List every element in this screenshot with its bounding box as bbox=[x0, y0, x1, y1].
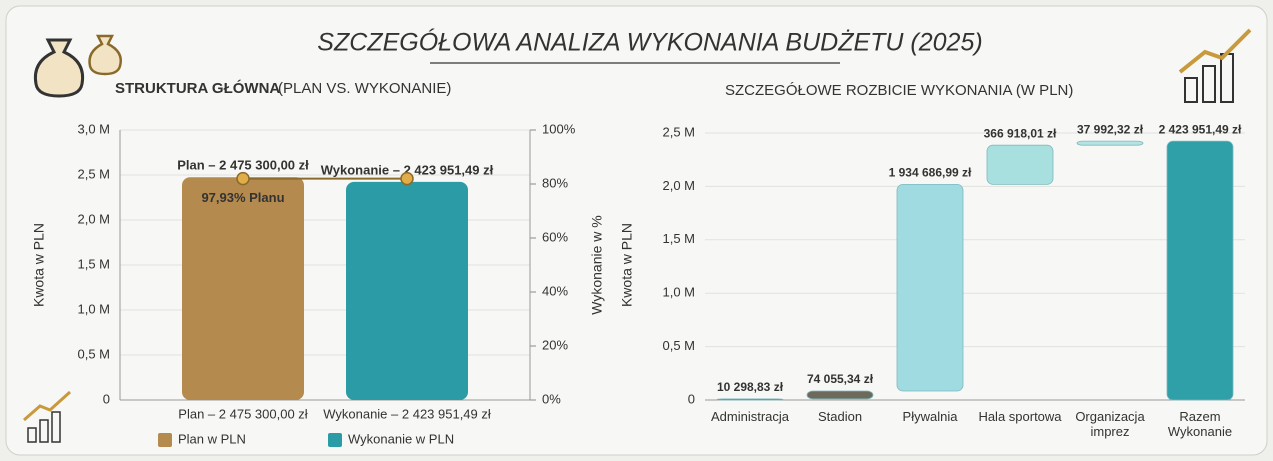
y-tick-label: 0,5 M bbox=[77, 346, 110, 361]
page-title: SZCZEGÓŁOWA ANALIZA WYKONANIA BUDŻETU (2… bbox=[317, 28, 982, 57]
x-tick-label: Hala sportowa bbox=[978, 409, 1062, 424]
y-tick-label: 1,5 M bbox=[662, 231, 695, 246]
y-tick-label: 1,5 M bbox=[77, 256, 110, 271]
x-tick-label: Razem Wykonanie bbox=[1167, 409, 1233, 439]
x-tick-label: Wykonanie – 2 423 951,49 zł bbox=[323, 406, 491, 421]
y-axis-label: Kwota w PLN bbox=[31, 223, 47, 307]
legend-label: Plan w PLN bbox=[178, 431, 246, 446]
money-bag-icon bbox=[33, 34, 122, 98]
chart-title: SZCZEGÓŁOWE ROZBICIE WYKONANIA (W PLN) bbox=[725, 82, 1073, 99]
ratio-point bbox=[236, 171, 250, 186]
y2-tick-label: 20% bbox=[542, 337, 568, 352]
y-axis-label: Kwota w PLN bbox=[619, 223, 635, 307]
bar bbox=[182, 177, 304, 400]
bar bbox=[716, 398, 784, 401]
y-tick-label: 2,5 M bbox=[77, 166, 110, 181]
y2-tick-label: 40% bbox=[542, 283, 568, 298]
value-label: 1 934 686,99 zł bbox=[889, 166, 972, 180]
legend-label: Wykonanie w PLN bbox=[348, 431, 454, 446]
y2-tick-label: 0% bbox=[542, 391, 561, 406]
chart-title: STRUKTURA GŁÓWNA bbox=[115, 79, 280, 97]
y-tick-label: 1,0 M bbox=[662, 285, 695, 300]
bar bbox=[346, 181, 468, 400]
value-label: 2 423 951,49 zł bbox=[1159, 122, 1242, 136]
chart-subtitle: (PLAN VS. WYKONANIE) bbox=[278, 80, 451, 97]
x-tick-label: Administracja bbox=[710, 409, 790, 424]
x-tick-label: Organizacja imprez bbox=[1075, 409, 1145, 439]
value-label: 37 992,32 zł bbox=[1077, 122, 1144, 136]
value-label: 10 298,83 zł bbox=[717, 380, 784, 394]
y2-axis-label: Wykonanie w % bbox=[589, 215, 605, 314]
y-tick-label: 0 bbox=[103, 391, 110, 406]
bar bbox=[1076, 140, 1144, 146]
bar bbox=[1166, 140, 1234, 401]
legend-swatch bbox=[158, 433, 172, 447]
bar bbox=[986, 144, 1054, 185]
value-label: Plan – 2 475 300,00 zł bbox=[177, 158, 309, 173]
bar bbox=[806, 390, 874, 400]
value-label: Wykonanie – 2 423 951,49 zł bbox=[321, 162, 494, 177]
y-tick-label: 1,0 M bbox=[77, 301, 110, 316]
y-tick-label: 2,5 M bbox=[662, 124, 695, 139]
x-tick-label: Stadion bbox=[817, 409, 863, 424]
y-tick-label: 2,0 M bbox=[662, 178, 695, 193]
y-tick-label: 2,0 M bbox=[77, 211, 110, 226]
annotation: 97,93% Planu bbox=[201, 190, 284, 205]
trend-icon-small bbox=[23, 390, 72, 443]
y-tick-label: 0 bbox=[688, 391, 695, 406]
y2-tick-label: 100% bbox=[542, 121, 576, 136]
ratio-point bbox=[400, 171, 414, 186]
y2-tick-label: 80% bbox=[542, 175, 568, 190]
y-tick-label: 3,0 M bbox=[77, 121, 110, 136]
y2-tick-label: 60% bbox=[542, 229, 568, 244]
y-tick-label: 0,5 M bbox=[662, 338, 695, 353]
legend-swatch bbox=[328, 433, 342, 447]
value-label: 366 918,01 zł bbox=[984, 126, 1057, 140]
trend-icon bbox=[1178, 28, 1252, 103]
bar bbox=[896, 183, 964, 392]
value-label: 74 055,34 zł bbox=[807, 372, 874, 386]
x-tick-label: Plan – 2 475 300,00 zł bbox=[178, 406, 307, 421]
x-tick-label: Pływalnia bbox=[902, 409, 958, 424]
